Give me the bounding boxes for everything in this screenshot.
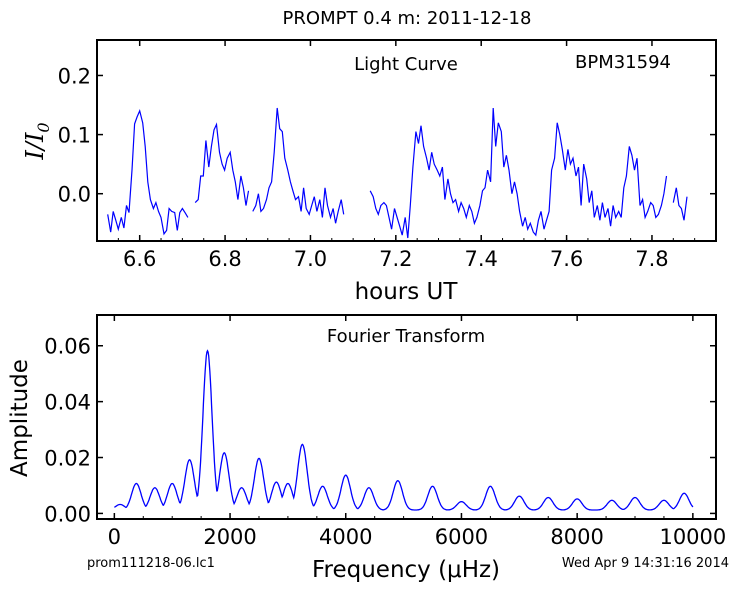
light-curve-x-label: hours UT	[355, 279, 459, 305]
light-curve-x-tick-label: 7.4	[465, 247, 498, 271]
light-curve-segment	[672, 187, 688, 221]
fourier-x-tick-label: 10000	[659, 525, 726, 549]
light-curve-x-tick-label: 6.6	[123, 247, 156, 271]
fourier-y-tick-label: 0.00	[44, 502, 91, 526]
figure-title: PROMPT 0.4 m: 2011-12-18	[283, 8, 532, 29]
fourier-frame	[96, 314, 717, 520]
fourier-y-tick-label: 0.02	[44, 447, 91, 471]
data-filename: prom111218-06.lc1	[87, 556, 215, 571]
light-curve-y-tick-label: 0.2	[58, 64, 91, 88]
fourier-y-tick-label: 0.04	[44, 391, 91, 415]
fourier-x-tick-label: 8000	[550, 525, 603, 549]
fourier-transform-line	[113, 349, 694, 511]
light-curve-lines	[107, 107, 688, 239]
light-curve-y-tick-label: 0.1	[58, 124, 91, 148]
light-curve-ticks: 6.6 6.8 7.0 7.2 7.4 7.6 7.8 0.0 0.1 0.2	[58, 40, 717, 271]
light-curve-segment	[369, 107, 668, 239]
light-curve-segment	[194, 122, 250, 206]
fourier-title: Fourier Transform	[327, 326, 485, 347]
light-curve-x-tick-label: 7.2	[379, 247, 412, 271]
star-name-label: BPM31594	[575, 52, 671, 73]
light-curve-title: Light Curve	[354, 54, 458, 75]
fourier-ticks: 0 2000 4000 6000 8000 10000 0.00 0.02 0.04 0.06	[44, 315, 726, 549]
fourier-x-tick-label: 6000	[435, 525, 488, 549]
light-curve-x-tick-label: 7.0	[294, 247, 327, 271]
light-curve-segment	[107, 109, 189, 236]
light-curve-x-tick-label: 7.6	[550, 247, 583, 271]
light-curve-y-label: I/I0	[21, 122, 53, 160]
generation-timestamp: Wed Apr 9 14:31:16 2014	[562, 556, 729, 571]
fourier-panel: 0 2000 4000 6000 8000 10000 0.00 0.02 0.04 0.06 F…	[7, 314, 726, 583]
fourier-x-tick-label: 2000	[203, 525, 256, 549]
light-curve-x-tick-label: 7.8	[635, 247, 668, 271]
fourier-x-tick-label: 0	[108, 525, 121, 549]
light-curve-y-tick-label: 0.0	[58, 183, 91, 207]
light-curve-frame	[96, 39, 717, 242]
fourier-x-tick-label: 4000	[319, 525, 372, 549]
light-curve-segment	[252, 107, 345, 224]
y-label-subscript: 0	[34, 122, 53, 132]
fourier-y-label: Amplitude	[7, 359, 33, 477]
light-curve-panel: 6.6 6.8 7.0 7.2 7.4 7.6 7.8 0.0 0.1 0.2 Light Cur…	[21, 39, 717, 305]
fourier-y-tick-label: 0.06	[44, 335, 91, 359]
light-curve-x-tick-label: 6.8	[208, 247, 241, 271]
fourier-x-label: Frequency (μHz)	[312, 557, 500, 583]
